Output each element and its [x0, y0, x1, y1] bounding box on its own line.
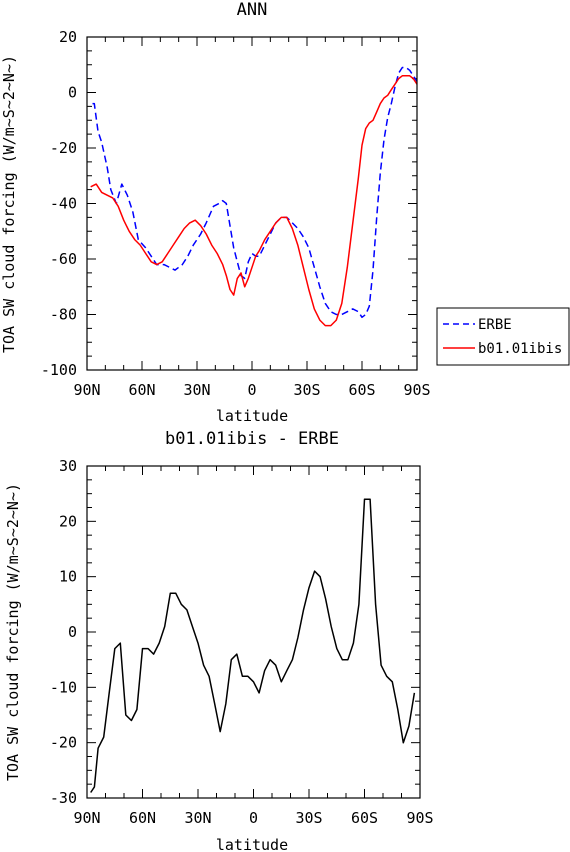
y-tick-label: -10	[50, 678, 77, 696]
bottom-panel: b01.01ibis - ERBE 30 20 10 0 -10 -20 -30 90N 60…	[4, 429, 434, 852]
x-tick-label: 30S	[293, 381, 320, 399]
top-x-tick-labels: 90N 60N 30N 0 30S 60S 90S	[73, 381, 430, 399]
legend-label-model: b01.01ibis	[478, 341, 562, 357]
top-axis-ticks	[86, 36, 418, 371]
x-tick-label: 90N	[73, 809, 100, 827]
top-plot-frame	[86, 36, 418, 371]
x-tick-label: 0	[247, 381, 256, 399]
x-tick-label: 0	[249, 809, 258, 827]
series-line-difference	[90, 498, 416, 793]
x-tick-label: 30N	[184, 809, 211, 827]
y-tick-label: 10	[59, 568, 77, 586]
legend-label-erbe: ERBE	[478, 317, 512, 333]
x-tick-label: 60N	[128, 381, 155, 399]
y-tick-label: -40	[50, 195, 77, 213]
y-tick-label: 0	[68, 623, 77, 641]
bottom-plot-frame	[86, 465, 421, 799]
y-tick-label: 0	[68, 84, 77, 102]
y-tick-label: 30	[59, 457, 77, 475]
bottom-axis-ticks	[86, 465, 421, 799]
x-tick-label: 90S	[403, 381, 430, 399]
series-line-b01-01ibis	[90, 75, 418, 327]
bottom-y-axis-label: TOA SW cloud forcing (W/m~S~2~N~)	[4, 483, 22, 781]
bottom-chart-title: b01.01ibis - ERBE	[165, 429, 339, 449]
x-tick-label: 60S	[351, 809, 378, 827]
y-tick-label: -30	[50, 789, 77, 807]
top-x-axis-label: latitude	[216, 407, 288, 425]
bottom-y-tick-labels: 30 20 10 0 -10 -20 -30	[50, 457, 77, 807]
y-tick-label: 20	[59, 512, 77, 530]
x-tick-label: 30S	[295, 809, 322, 827]
y-tick-label: -100	[41, 361, 77, 379]
legend: ERBE b01.01ibis	[436, 307, 570, 366]
top-panel: ANN 20 0 -20 -40 -60 -80 -100 90N 60N 30N 0 30S 60S…	[0, 0, 431, 425]
y-tick-label: -20	[50, 139, 77, 157]
series-line-erbe	[92, 66, 418, 319]
legend-box	[436, 307, 570, 366]
x-tick-label: 90N	[73, 381, 100, 399]
top-y-tick-labels: 20 0 -20 -40 -60 -80 -100	[41, 28, 77, 379]
y-tick-label: -60	[50, 250, 77, 268]
bottom-x-tick-labels: 90N 60N 30N 0 30S 60S 90S	[73, 809, 433, 827]
bottom-series-group	[90, 498, 416, 793]
y-tick-label: -20	[50, 734, 77, 752]
x-tick-label: 30N	[183, 381, 210, 399]
x-tick-label: 60S	[348, 381, 375, 399]
y-tick-label: 20	[59, 28, 77, 46]
y-tick-label: -80	[50, 306, 77, 324]
top-y-axis-label: TOA SW cloud forcing (W/m~S~2~N~)	[0, 55, 18, 353]
top-chart-title: ANN	[237, 0, 268, 20]
x-tick-label: 60N	[129, 809, 156, 827]
x-tick-label: 90S	[406, 809, 433, 827]
bottom-x-axis-label: latitude	[216, 836, 288, 852]
top-series-group	[90, 66, 418, 327]
